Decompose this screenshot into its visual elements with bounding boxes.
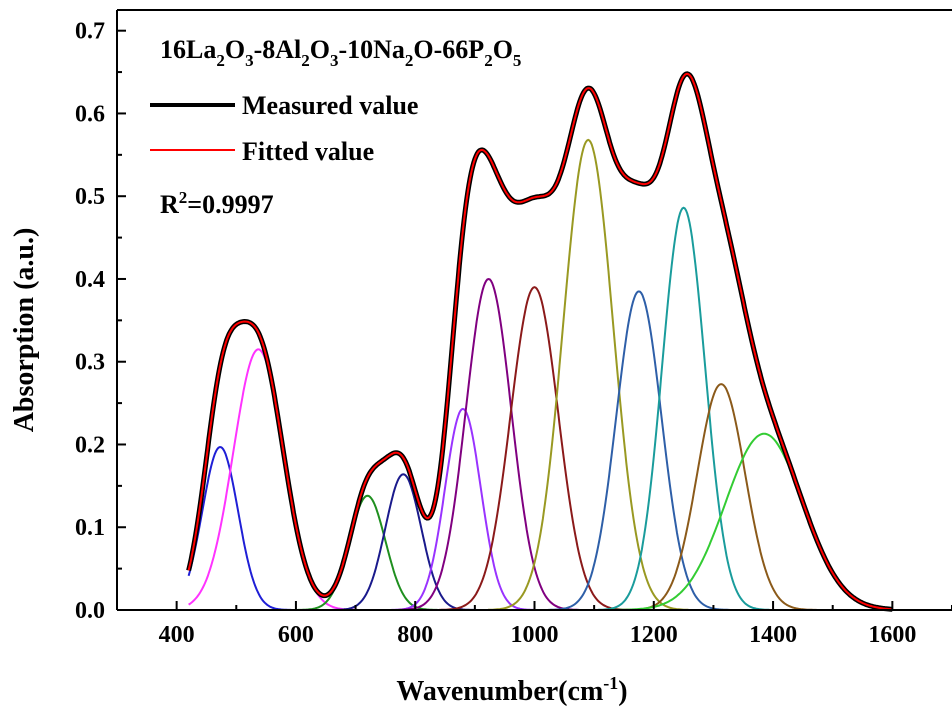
r-squared-annotation: R2=0.9997 [160, 188, 274, 219]
x-tick-label: 1200 [630, 622, 678, 648]
chart-title-part: O [225, 35, 245, 64]
chart-title-part: 5 [513, 51, 522, 70]
y-tick-label: 0.0 [75, 598, 105, 624]
gaussian-components [187, 138, 892, 611]
fitted-value-line [187, 72, 893, 611]
chart-title-part: O [493, 35, 513, 64]
x-tick-label: 1000 [511, 622, 559, 648]
chart-title: 16La2O3-8Al2O3-10Na2O-66P2O5 [160, 35, 521, 70]
chart-title-part: 2 [484, 51, 493, 70]
gaussian-component-line [331, 473, 475, 611]
gaussian-component-line [597, 206, 770, 611]
chart-title-part: O-66P [413, 35, 484, 64]
legend: Measured value Fitted value [150, 91, 418, 166]
spectrum-lines [186, 71, 893, 612]
x-tick-label: 1600 [868, 622, 916, 648]
x-axis-title-tail: ) [618, 676, 627, 707]
chart-title-part: -10Na [338, 35, 404, 64]
chart-title-part: 2 [216, 51, 225, 70]
chart-title-part: 3 [330, 51, 339, 70]
y-tick-label: 0.6 [75, 101, 105, 127]
y-tick-label: 0.7 [75, 19, 105, 45]
x-tick-label: 400 [159, 622, 195, 648]
gaussian-component-line [397, 277, 580, 611]
y-tick-label: 0.2 [75, 432, 105, 458]
chart-title-part: -8Al [254, 35, 302, 64]
x-tick-label: 1400 [749, 622, 797, 648]
legend-measured-label: Measured value [242, 91, 418, 120]
gaussian-component-line [625, 383, 817, 611]
r-squared-base: R [160, 190, 179, 219]
gaussian-component-line [439, 286, 630, 611]
r-squared-rest: =0.9997 [187, 190, 273, 219]
y-tick-label: 0.1 [75, 515, 105, 541]
r-squared-sup: 2 [179, 188, 188, 207]
chart-title-part: 3 [245, 51, 254, 70]
x-tick-label: 600 [278, 622, 314, 648]
y-tick-label: 0.3 [75, 350, 105, 376]
x-axis-title: Wavenumber(cm-1) [396, 673, 627, 707]
gaussian-component-line [187, 446, 292, 611]
x-tick-label: 800 [397, 622, 433, 648]
chart-title-part: 16La [160, 35, 216, 64]
chart-title-part: O [310, 35, 330, 64]
gaussian-component-line [488, 138, 689, 611]
gaussian-component-line [548, 290, 730, 611]
y-axis-title: Absorption (a.u.) [9, 228, 40, 433]
x-axis-title-sup: -1 [603, 673, 618, 693]
chart-title-part: 2 [405, 51, 414, 70]
y-tick-label: 0.4 [75, 267, 105, 293]
y-tick-label: 0.5 [75, 184, 105, 210]
axis-ticks: 400 600 800 1000 1200 1400 1600 0.0 0.1 0.2 0.3 0.4… [75, 19, 952, 648]
legend-fitted-label: Fitted value [242, 137, 374, 166]
chart-title-part: 2 [301, 51, 310, 70]
gaussian-component-line [609, 432, 892, 611]
x-axis-title-main: Wavenumber(cm [396, 676, 603, 707]
